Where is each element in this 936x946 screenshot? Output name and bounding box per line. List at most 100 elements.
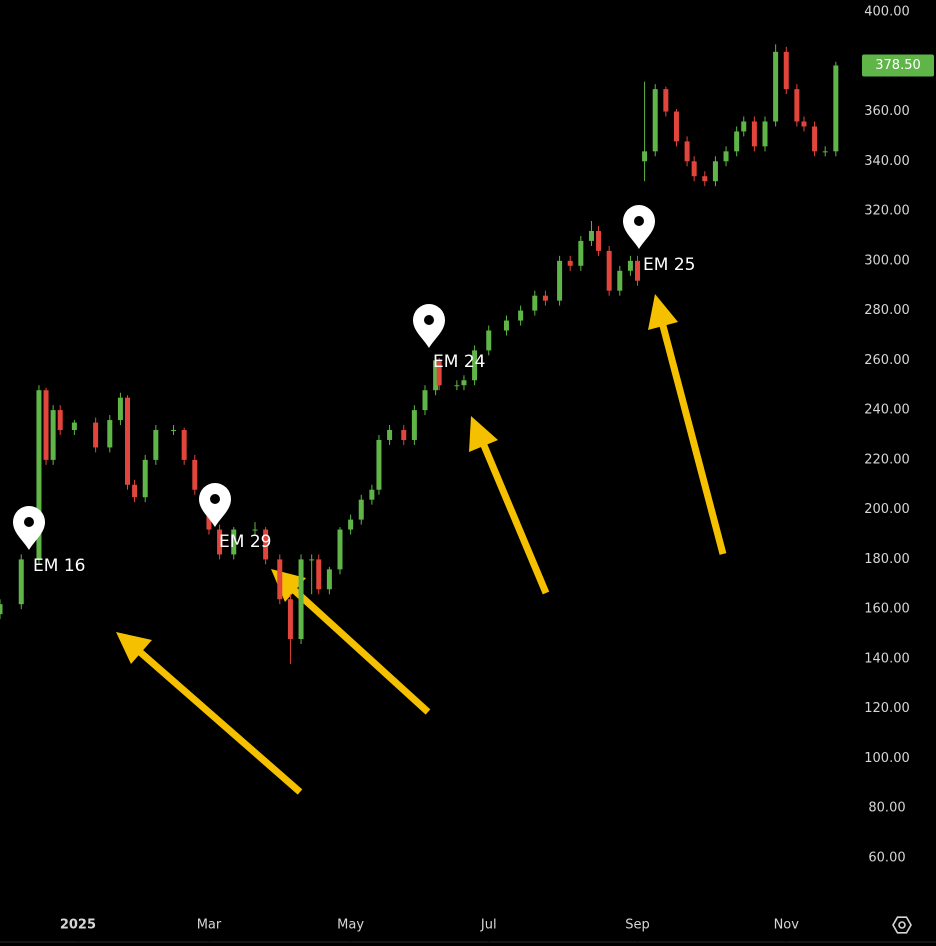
candle: [652, 84, 658, 157]
candle: [812, 121, 818, 157]
pin-shape: [413, 304, 445, 348]
candle-body: [691, 161, 697, 177]
candle-body: [132, 484, 138, 498]
candle-body: [723, 151, 729, 162]
candle-body: [71, 422, 77, 431]
candle: [309, 554, 315, 595]
candle: [734, 126, 740, 157]
candle-body: [171, 430, 177, 432]
candle-body: [673, 111, 679, 142]
candle-body: [532, 295, 538, 311]
x-tick-label: May: [337, 918, 364, 933]
settings-icon[interactable]: [892, 916, 912, 934]
candle: [50, 405, 56, 465]
y-tick-label: 400.00: [864, 5, 910, 20]
pin: [13, 506, 45, 550]
candle: [252, 522, 258, 535]
pin: [623, 205, 655, 249]
pin: [199, 483, 231, 527]
candle: [358, 494, 364, 525]
arrow: [291, 587, 431, 715]
candle: [606, 245, 612, 296]
candle: [712, 156, 718, 187]
candle: [773, 44, 779, 127]
candle-body: [635, 260, 640, 281]
candle: [723, 146, 729, 167]
arrow-head: [116, 632, 152, 664]
candle-body: [401, 430, 407, 440]
candle: [503, 315, 509, 336]
annotation-label: EM 16: [33, 556, 85, 576]
pin-hole: [24, 517, 34, 527]
candle: [762, 116, 768, 152]
candle: [401, 425, 407, 445]
candle: [337, 527, 343, 575]
candle-body: [783, 51, 789, 90]
candle-body: [422, 390, 428, 411]
candle: [663, 86, 669, 117]
candle-body: [454, 385, 460, 387]
candle: [833, 61, 839, 157]
candle-body: [263, 529, 269, 560]
candle-body: [503, 320, 509, 331]
candle: [794, 84, 800, 127]
candle: [348, 514, 354, 535]
candle-body: [712, 161, 718, 182]
arrow: [658, 321, 727, 555]
candle: [231, 527, 237, 560]
candle-body: [93, 422, 99, 448]
candle: [287, 594, 293, 664]
candle-body: [358, 499, 364, 520]
candle-body: [231, 529, 237, 555]
y-tick-label: 360.00: [864, 104, 910, 119]
gear[interactable]: [892, 916, 912, 934]
annotation-label: EM 29: [219, 532, 271, 552]
candle-body: [436, 360, 442, 386]
candle-body: [684, 141, 690, 162]
candle-body: [642, 151, 648, 162]
candle-body: [751, 121, 757, 147]
candle: [192, 454, 198, 495]
candle: [596, 225, 602, 256]
candle: [751, 116, 757, 152]
candle-body: [153, 430, 159, 460]
candle: [454, 380, 460, 391]
candle-body: [125, 397, 130, 485]
x-tick-label: Jul: [480, 918, 497, 933]
candle: [298, 554, 304, 645]
candle-body: [43, 390, 49, 460]
candle: [461, 375, 467, 391]
candle-body: [36, 390, 42, 560]
arrow-head: [469, 416, 498, 452]
candle-body: [326, 569, 332, 590]
y-tick-label: 180.00: [864, 552, 910, 567]
y-tick-label: 260.00: [864, 353, 910, 368]
y-tick-label: 200.00: [864, 502, 910, 517]
candle: [472, 345, 478, 386]
x-tick-label: Nov: [774, 918, 800, 933]
candle: [542, 290, 548, 306]
candle: [107, 415, 113, 453]
pin-hole: [424, 315, 434, 325]
candle: [436, 357, 442, 391]
y-tick-label: 80.00: [868, 801, 905, 816]
candle: [642, 81, 648, 182]
candle: [125, 395, 130, 490]
candle-body: [627, 260, 633, 271]
y-tick-label: 60.00: [868, 851, 905, 866]
candle: [71, 420, 77, 435]
candle: [411, 405, 417, 445]
candle-body: [472, 350, 478, 381]
annotation-label: EM 25: [643, 255, 695, 275]
candle-body: [57, 410, 63, 431]
gear-center[interactable]: [898, 921, 906, 929]
candle-body: [337, 529, 343, 570]
candle: [691, 156, 697, 182]
candle-body: [542, 295, 548, 301]
candle: [617, 265, 623, 296]
candle-body: [822, 151, 828, 153]
candle-body: [486, 330, 492, 351]
candle: [684, 136, 690, 167]
candle: [801, 116, 807, 132]
